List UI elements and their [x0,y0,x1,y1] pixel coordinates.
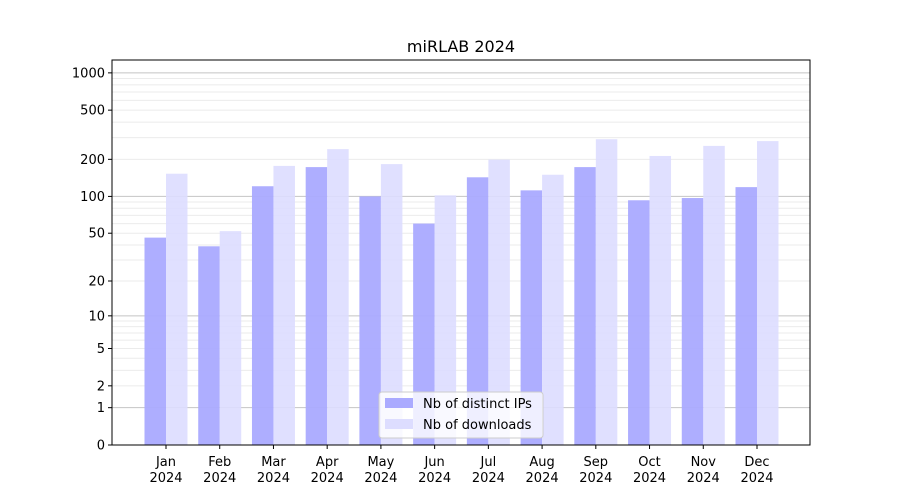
bar-downloads [166,173,188,445]
y-tick-label: 1000 [72,66,105,81]
bar-distinct-ips [144,237,166,445]
bar-distinct-ips [574,167,596,445]
bar-downloads [434,195,457,445]
legend-box [378,391,544,439]
legend: Nb of distinct IPs Nb of downloads [378,391,544,439]
x-tick-label: Aug [529,455,554,470]
y-tick-label: 50 [88,227,105,242]
x-tick-label: 2024 [633,471,666,486]
bar-distinct-ips [413,223,435,445]
legend-swatch-downloads [385,419,413,429]
bar-distinct-ips [735,187,757,445]
y-tick-label: 10 [88,309,105,324]
bar-distinct-ips [305,167,328,445]
axes-frame [111,59,811,446]
x-axis: Jan2024Feb2024Mar2024Apr2024May2024Jun20… [149,445,774,486]
x-tick-label: 2024 [687,471,720,486]
bar-downloads [703,145,725,445]
x-tick-label: 2024 [418,471,451,486]
y-tick-label: 2 [97,379,105,394]
x-tick-label: 2024 [257,471,290,486]
x-tick-label: Jan [155,455,176,470]
bar-distinct-ips [520,190,543,445]
x-tick-label: 2024 [579,471,612,486]
x-tick-label: Feb [208,455,231,470]
y-tick-label: 1 [97,401,105,416]
y-tick-label: 0 [97,439,105,454]
x-tick-label: 2024 [149,471,182,486]
chart-title: miRLAB 2024 [407,37,515,56]
y-tick-label: 5 [97,342,105,357]
y-tick-label: 200 [80,153,105,168]
y-tick-label: 500 [80,104,105,119]
bar-distinct-ips [466,177,489,445]
bar-downloads [219,231,242,445]
x-tick-label: Apr [316,455,339,470]
legend-swatch-ips [385,398,413,408]
y-tick-label: 100 [80,190,105,205]
x-tick-label: 2024 [364,471,397,486]
bar-distinct-ips [359,196,381,445]
legend-label-downloads: Nb of downloads [423,418,532,433]
legend-label-ips: Nb of distinct IPs [423,397,532,412]
x-tick-label: 2024 [526,471,559,486]
x-tick-label: 2024 [311,471,344,486]
bar-distinct-ips [251,186,274,445]
x-tick-label: 2024 [740,471,773,486]
bar-downloads [595,139,618,446]
x-tick-label: Dec [744,455,769,470]
bars [144,139,779,446]
bar-downloads [327,149,349,445]
bar-downloads [488,159,510,445]
bar-distinct-ips [628,200,650,445]
bar-downloads [273,165,295,445]
x-tick-label: Oct [638,455,660,470]
bar-downloads [542,174,564,445]
x-tick-label: Mar [261,455,286,470]
x-tick-label: Jul [480,455,497,470]
y-axis: 0 1 2 5 10 20 50 100 200 500 1000 [72,66,112,454]
x-tick-label: 2024 [472,471,505,486]
x-tick-label: 2024 [203,471,236,486]
bar-downloads [380,164,403,445]
bar-downloads [649,155,672,445]
bar-distinct-ips [681,198,704,445]
x-tick-label: May [367,455,394,470]
x-tick-label: Nov [691,455,717,470]
x-tick-label: Sep [584,455,609,470]
bar-downloads [757,141,779,445]
y-tick-label: 20 [88,275,105,290]
bar-distinct-ips [198,246,220,445]
x-tick-label: Jun [423,455,444,470]
